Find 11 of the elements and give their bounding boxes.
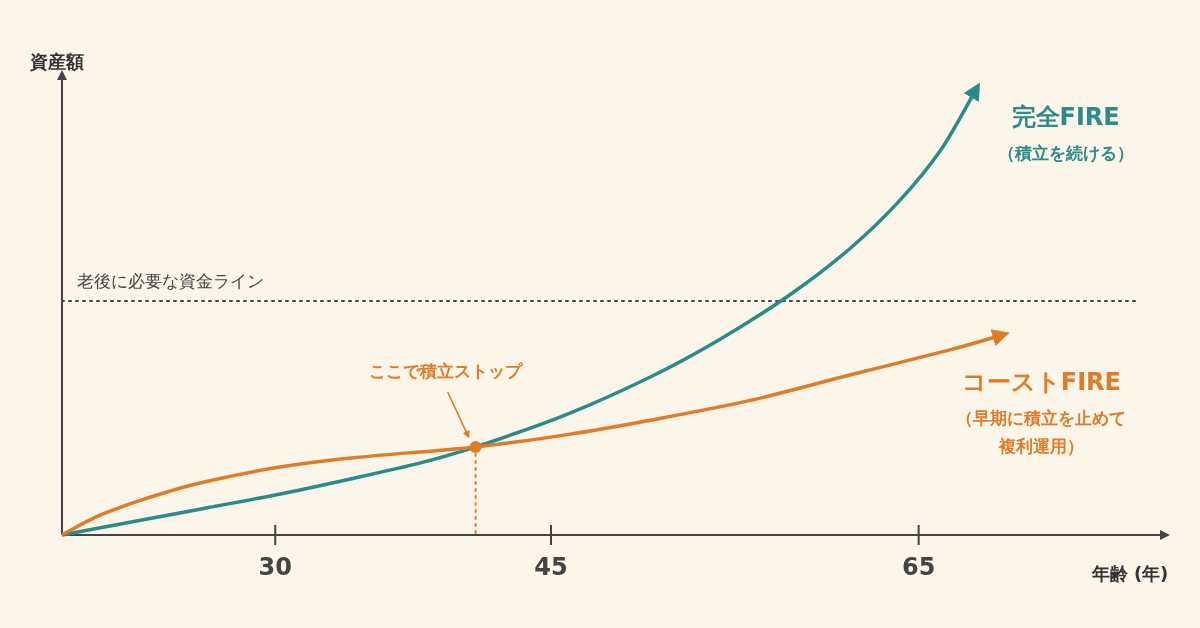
series-label: 完全FIRE	[1011, 103, 1120, 131]
y-axis-title: 資産額	[29, 51, 84, 72]
ref-line-label: 老後に必要な資金ライン	[77, 270, 264, 291]
annotation: ここで積立ストップ	[369, 360, 524, 381]
x-axis-title: 年齢 (年)	[1090, 563, 1169, 584]
x-tick-label: 45	[534, 553, 568, 581]
annotation: （積立を続ける）	[997, 143, 1134, 163]
series-label: コーストFIRE	[961, 368, 1121, 397]
x-tick-label: 30	[258, 553, 292, 581]
x-tick-label: 65	[901, 553, 936, 581]
annotation: （早期に積立を止めて複利運用）	[956, 408, 1127, 457]
